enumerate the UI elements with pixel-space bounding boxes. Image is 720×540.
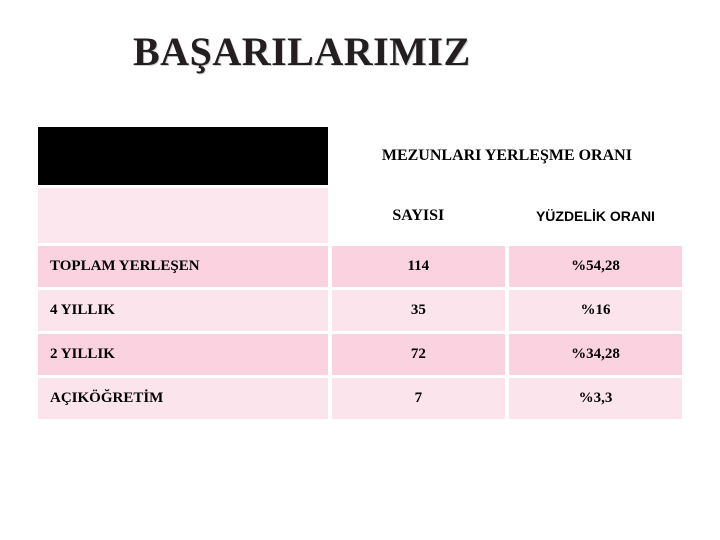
row-count: 35 (328, 287, 505, 331)
header-blank-cell (38, 127, 328, 185)
header-merged-cell: MEZUNLARI YERLEŞME ORANI (328, 127, 682, 185)
row-count: 7 (328, 375, 505, 419)
table-row: 2 YILLIK72%34,28 (38, 331, 682, 375)
table-row: TOPLAM YERLEŞEN114%54,28 (38, 243, 682, 287)
placement-table: MEZUNLARI YERLEŞME ORANI SAYISI YÜZDELİK… (38, 127, 682, 419)
row-label: 2 YILLIK (38, 331, 328, 375)
row-label: 4 YILLIK (38, 287, 328, 331)
table-row: AÇIKÖĞRETİM7%3,3 (38, 375, 682, 419)
page-title: BAŞARILARIMIZ (38, 28, 682, 75)
column-header-count: SAYISI (328, 185, 505, 243)
table-header-sub: SAYISI YÜZDELİK ORANI (38, 185, 682, 243)
row-count: 72 (328, 331, 505, 375)
row-count: 114 (328, 243, 505, 287)
table-header-super: MEZUNLARI YERLEŞME ORANI (38, 127, 682, 185)
row-percent: %3,3 (505, 375, 682, 419)
row-percent: %54,28 (505, 243, 682, 287)
column-header-percent: YÜZDELİK ORANI (505, 185, 682, 243)
row-label: AÇIKÖĞRETİM (38, 375, 328, 419)
row-percent: %16 (505, 287, 682, 331)
table-body: TOPLAM YERLEŞEN114%54,284 YILLIK35%162 Y… (38, 243, 682, 419)
table-row: 4 YILLIK35%16 (38, 287, 682, 331)
row-label: TOPLAM YERLEŞEN (38, 243, 328, 287)
subheader-blank-cell (38, 185, 328, 243)
row-percent: %34,28 (505, 331, 682, 375)
